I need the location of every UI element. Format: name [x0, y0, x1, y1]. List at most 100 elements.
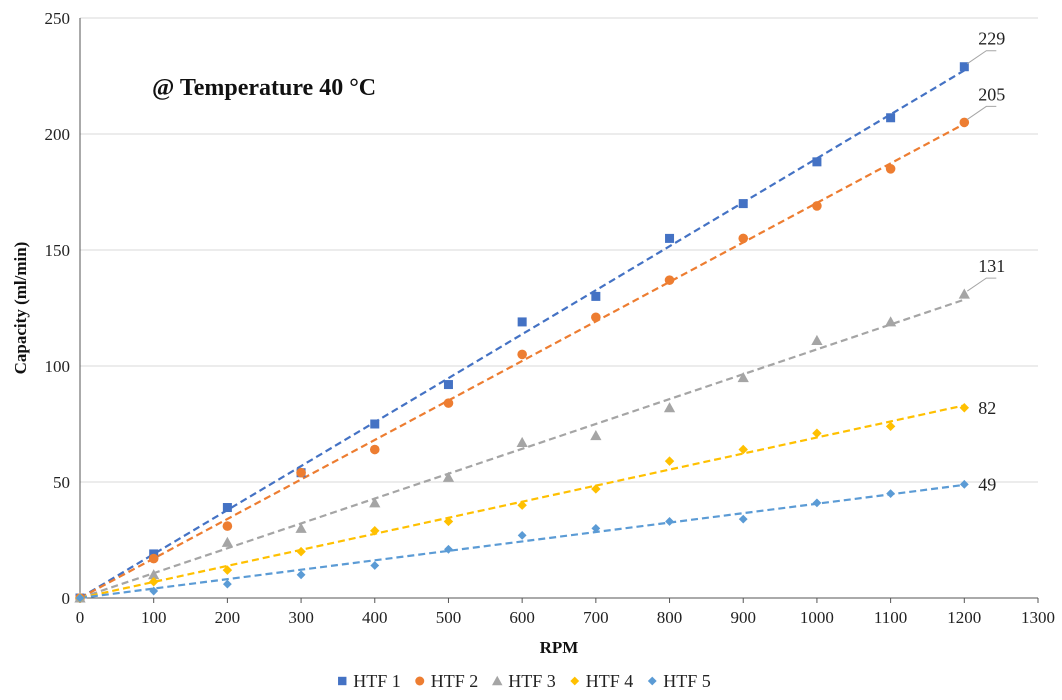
x-tick-label: 700 — [583, 608, 609, 627]
data-point — [737, 371, 749, 383]
data-point — [296, 570, 306, 580]
end-label-leader — [967, 50, 997, 65]
legend-marker — [338, 676, 347, 686]
x-tick-label: 500 — [436, 608, 462, 627]
data-point — [886, 489, 896, 499]
data-point — [369, 497, 381, 508]
data-point — [884, 316, 897, 327]
legend-marker — [492, 675, 503, 686]
data-point — [812, 201, 822, 211]
data-point — [958, 288, 970, 299]
x-tick-label: 1000 — [800, 608, 834, 627]
y-tick-label: 200 — [45, 125, 71, 144]
data-point — [443, 398, 454, 408]
x-tick-label: 300 — [288, 608, 314, 627]
data-point — [295, 522, 307, 533]
data-point — [959, 62, 969, 72]
x-tick-label: 0 — [76, 608, 85, 627]
data-point — [221, 536, 234, 547]
end-label-leader — [967, 277, 997, 292]
y-tick-label: 250 — [45, 9, 71, 28]
data-point — [591, 523, 601, 533]
data-point — [664, 456, 675, 466]
legend-item-4: HTF 4 — [586, 671, 634, 691]
data-point — [148, 569, 160, 580]
y-axis-title: Capacity (ml/min) — [11, 242, 30, 375]
x-tick-label: 1200 — [947, 608, 981, 627]
end-label-5: 49 — [978, 474, 996, 494]
data-point — [665, 233, 675, 243]
data-point — [663, 402, 676, 413]
data-point — [959, 403, 970, 413]
trendlines — [79, 69, 965, 600]
data-point — [442, 471, 455, 482]
data-point — [591, 312, 601, 323]
y-tick-label: 0 — [62, 589, 71, 608]
data-point — [517, 500, 527, 510]
data-point — [296, 546, 306, 557]
legend-item-2: HTF 2 — [431, 671, 479, 691]
data-point — [517, 317, 527, 327]
end-label-4: 82 — [978, 398, 996, 418]
x-tick-label: 900 — [730, 608, 756, 627]
x-axis-title: RPM — [540, 638, 579, 657]
data-point — [222, 503, 232, 513]
data-point — [296, 467, 306, 478]
trendline-2 — [79, 122, 965, 599]
axes — [79, 18, 1039, 603]
legend-marker — [570, 676, 580, 686]
y-tick-label: 150 — [45, 241, 71, 260]
data-point — [812, 157, 822, 167]
data-point — [885, 421, 896, 432]
data-point — [811, 334, 823, 345]
x-tick-label: 1100 — [874, 608, 907, 627]
data-point — [664, 275, 675, 285]
x-tick-label: 600 — [509, 608, 535, 627]
data-markers — [74, 62, 970, 603]
end-label-1: 229 — [978, 29, 1005, 49]
data-point — [444, 544, 453, 554]
data-point — [738, 514, 748, 524]
data-point — [222, 521, 233, 531]
data-point — [738, 444, 748, 455]
data-point — [443, 380, 453, 390]
data-point — [591, 484, 601, 494]
data-point — [590, 429, 602, 441]
data-point — [665, 517, 674, 526]
x-tick-labels: 0 100 200 300 400 500 600 700 800 900 1000 1100 1200… — [76, 608, 1055, 627]
data-point — [517, 530, 527, 540]
data-point — [443, 516, 454, 527]
gridlines — [80, 17, 1038, 483]
legend-marker — [647, 676, 657, 686]
legend: HTF 1 HTF 2 HTF 3 HTF 4 HTF 5 — [338, 671, 711, 691]
trendline-3 — [79, 298, 965, 600]
data-point — [222, 579, 232, 589]
data-point — [222, 565, 233, 575]
end-label-leader — [967, 105, 997, 120]
data-point — [959, 479, 969, 489]
y-tick-label: 50 — [53, 473, 70, 492]
trendline-1 — [79, 69, 965, 599]
data-point — [738, 233, 749, 244]
data-point — [149, 586, 159, 596]
end-label-2: 205 — [978, 84, 1005, 104]
data-point — [812, 498, 822, 508]
data-point — [591, 291, 601, 301]
data-point — [517, 349, 527, 360]
data-point — [812, 428, 822, 439]
y-tick-labels: 0 50 100 150 200 250 — [45, 9, 71, 608]
legend-item-5: HTF 5 — [663, 671, 711, 691]
y-tick-label: 100 — [45, 357, 71, 376]
x-tick-label: 1300 — [1021, 608, 1055, 627]
data-point — [738, 199, 748, 209]
end-label-3: 131 — [978, 256, 1005, 276]
data-point — [75, 593, 85, 603]
legend-marker — [415, 676, 425, 686]
data-point — [148, 577, 159, 587]
data-point — [370, 419, 380, 429]
x-tick-label: 800 — [657, 608, 683, 627]
data-point — [516, 436, 528, 448]
end-labels: 229 205 131 82 49 — [967, 29, 1005, 494]
data-point — [885, 164, 896, 174]
